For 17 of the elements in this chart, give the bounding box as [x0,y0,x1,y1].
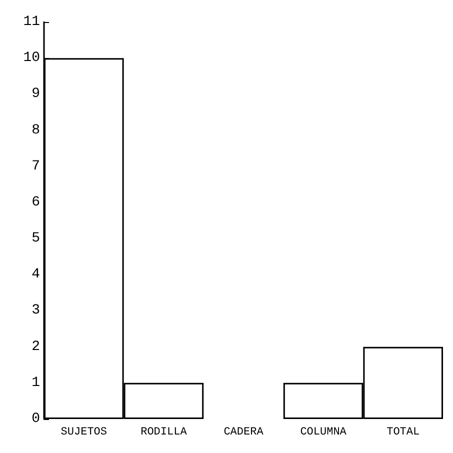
y-tick-label: 9 [32,86,40,102]
x-tick-label: COLUMNA [300,426,347,438]
y-tick-label: 1 [32,374,40,391]
y-tick-label: 3 [32,302,40,319]
x-tick-label: CADERA [224,426,264,438]
y-tick-label: 0 [32,411,40,427]
y-tick-label: 5 [32,230,40,247]
x-tick-label: TOTAL [386,426,420,438]
y-tick-label: 8 [32,122,40,138]
x-tick-label: RODILLA [140,426,188,438]
y-tick-label: 2 [32,338,40,355]
x-tick-label: SUJETOS [60,426,108,438]
y-tick-label: 6 [32,194,40,210]
y-tick-label: 10 [23,50,40,66]
y-tick-label: 4 [32,266,40,283]
y-tick-label: 11 [23,14,40,30]
y-tick-label: 7 [32,158,40,174]
